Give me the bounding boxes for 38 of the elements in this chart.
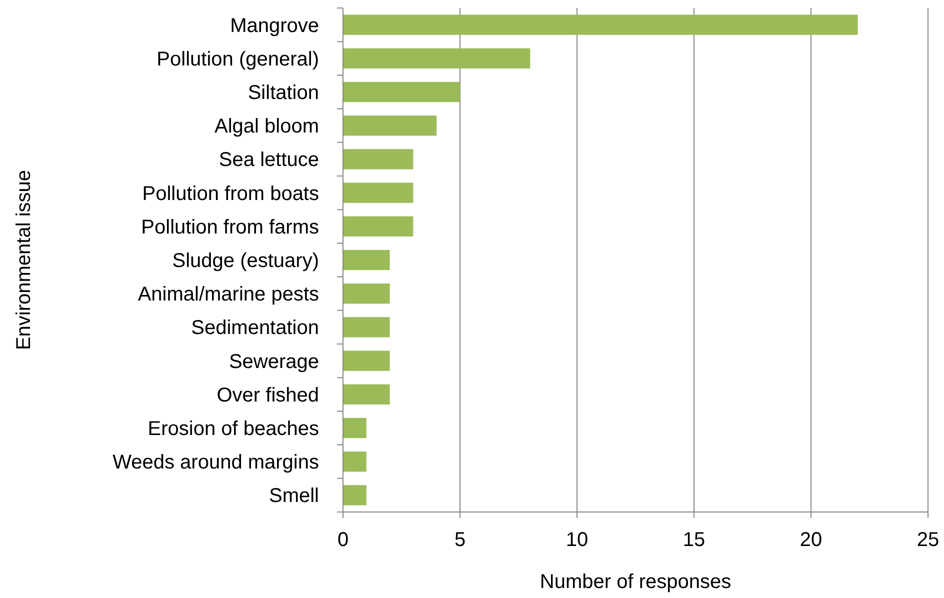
bar (343, 284, 390, 304)
y-tick-label: Sewerage (228, 350, 319, 373)
bar (343, 149, 414, 170)
bar (343, 182, 414, 203)
x-tick-label: 25 (916, 529, 940, 551)
bar (343, 48, 530, 68)
bar (343, 317, 390, 338)
bar (343, 216, 414, 236)
bar (343, 418, 366, 438)
bar (343, 384, 390, 404)
bar (343, 485, 366, 506)
y-tick-label: Sea lettuce (218, 149, 319, 172)
y-axis-title: Environmental issue (13, 170, 35, 350)
bar (343, 452, 366, 472)
y-tick-label: Pollution from farms (141, 216, 319, 238)
y-tick-label: Pollution (general) (156, 48, 319, 70)
x-tick-label: 0 (337, 529, 349, 551)
bar (343, 14, 858, 35)
y-tick-label: Smell (268, 485, 319, 508)
y-tick-label: Animal/marine pests (138, 284, 319, 306)
x-axis-title: Number of responses (540, 571, 732, 593)
bar (343, 116, 437, 136)
y-tick-label: Sludge (estuary) (172, 250, 319, 272)
x-tick-label: 20 (800, 529, 822, 551)
y-tick-label: Siltation (248, 82, 319, 104)
y-tick-label: Algal bloom (214, 116, 319, 138)
y-tick-label: Erosion of beaches (148, 418, 319, 440)
x-tick-label: 10 (566, 529, 588, 551)
y-tick-label: Pollution from boats (142, 182, 319, 205)
y-tick-label: Weeds around margins (112, 452, 319, 474)
y-tick-label: Mangrove (230, 14, 319, 37)
x-tick-label: 5 (454, 529, 466, 551)
bar (343, 350, 390, 371)
x-tick-label: 15 (682, 529, 706, 551)
bar (343, 82, 460, 102)
y-tick-label: Sedimentation (191, 317, 319, 340)
y-tick-label: Over fished (216, 384, 319, 406)
bar (343, 250, 390, 270)
